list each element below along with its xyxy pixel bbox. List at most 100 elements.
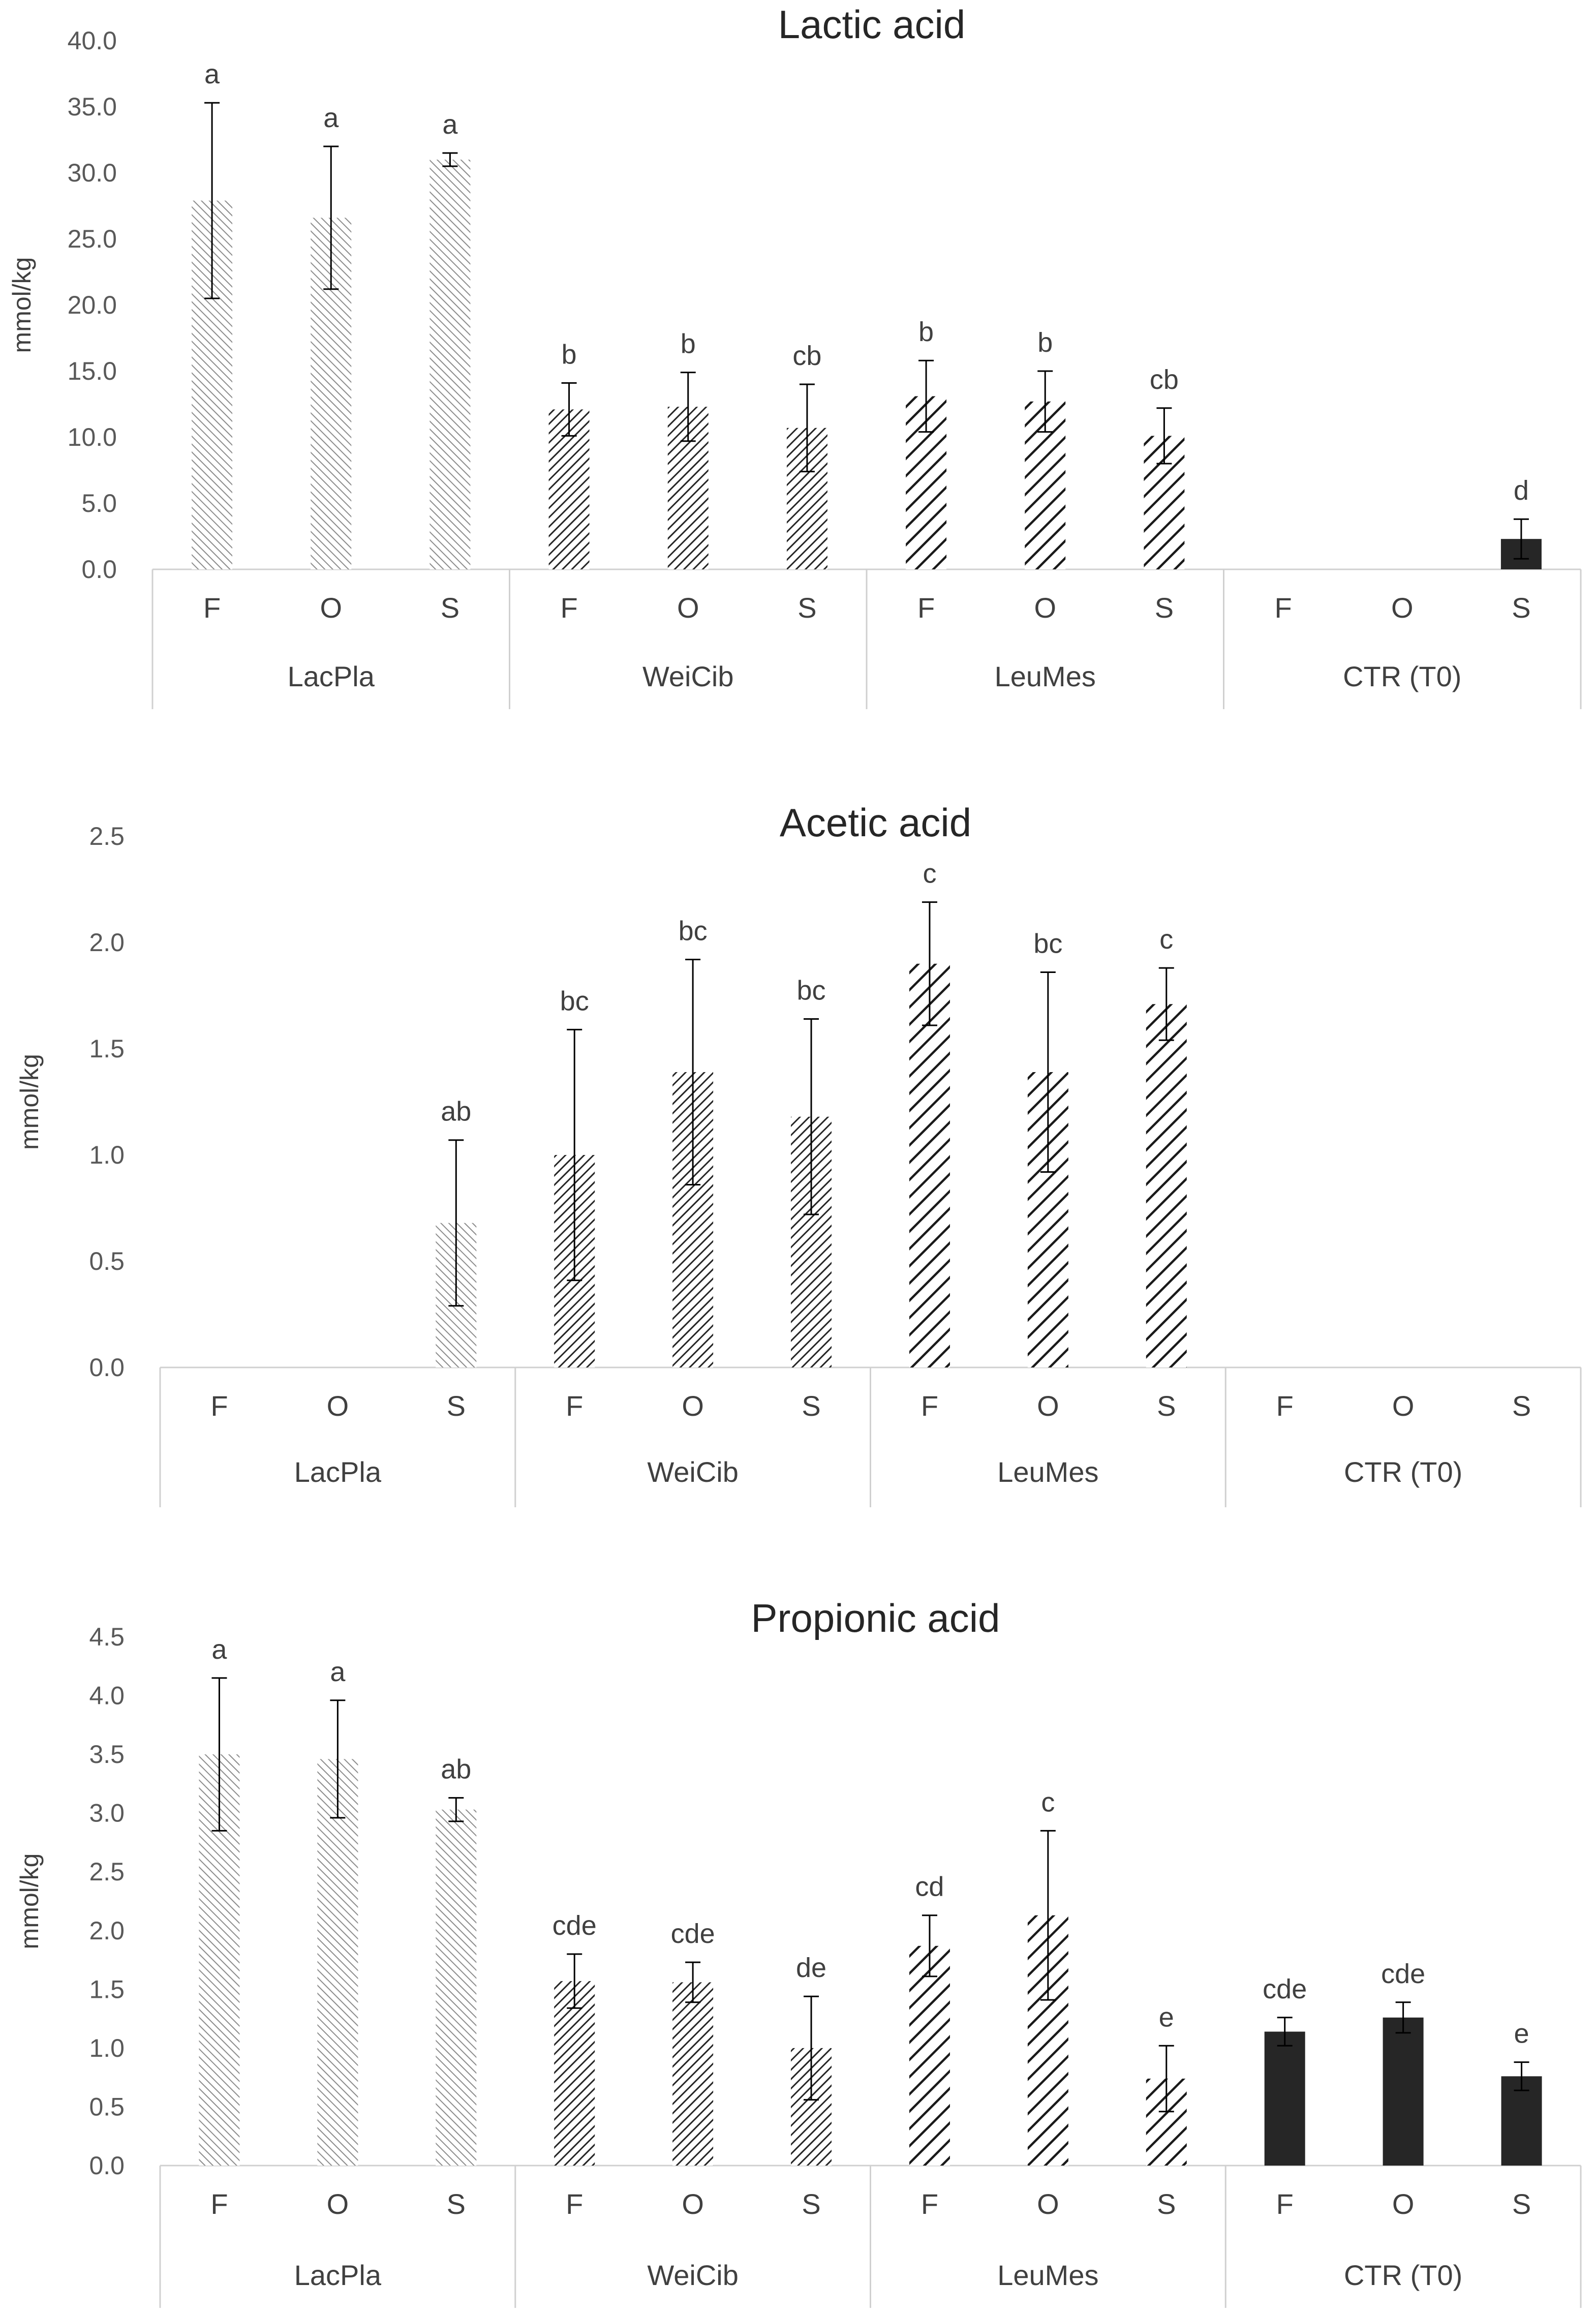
significance-label: cde: [1381, 1959, 1425, 1989]
y-tick-label: 30.0: [68, 159, 117, 187]
category-label: O: [1391, 592, 1414, 624]
chart-title: Propionic acid: [751, 1596, 1000, 1640]
category-label: O: [320, 592, 342, 624]
significance-label: bc: [560, 986, 589, 1016]
category-label: S: [1157, 1390, 1176, 1422]
category-label: F: [921, 1390, 938, 1422]
category-label: S: [447, 1390, 466, 1422]
category-label: O: [327, 2188, 349, 2220]
bar: [429, 160, 471, 569]
significance-label: d: [1514, 475, 1529, 506]
y-axis-label: mmol/kg: [15, 1054, 44, 1150]
group-label: WeiCib: [647, 2259, 738, 2291]
y-tick-label: 2.5: [89, 1858, 125, 1886]
category-label: S: [1157, 2188, 1176, 2220]
category-label: O: [1037, 1390, 1059, 1422]
category-label: S: [447, 2188, 466, 2220]
y-tick-label: 4.5: [89, 1623, 125, 1651]
group-label: WeiCib: [647, 1456, 738, 1488]
significance-label: e: [1514, 2019, 1529, 2049]
bar: [672, 1982, 714, 2166]
category-label: O: [1392, 1390, 1415, 1422]
category-label: F: [1276, 2188, 1294, 2220]
significance-label: ab: [441, 1097, 471, 1127]
bar: [1146, 1004, 1187, 1367]
significance-label: b: [918, 317, 934, 347]
significance-label: c: [1041, 1787, 1055, 1817]
chart-panel-3: Propionic acid mmol/kg 0.0 0.5 1.0 1.5 2.0 2.5 3…: [15, 1596, 1582, 2308]
significance-label: b: [681, 329, 696, 359]
y-axis-label: mmol/kg: [15, 1853, 44, 1950]
category-label: S: [1512, 2188, 1531, 2220]
significance-label: cde: [671, 1919, 715, 1949]
y-tick-label: 2.5: [89, 822, 125, 850]
significance-label: a: [442, 109, 458, 140]
y-tick-label: 0.5: [89, 1247, 125, 1275]
category-label: F: [1276, 1390, 1294, 1422]
significance-label: a: [204, 59, 220, 89]
category-label: O: [1037, 2188, 1059, 2220]
category-label: F: [917, 592, 935, 624]
y-tick-label: 1.0: [89, 2034, 125, 2062]
y-tick-label: 1.5: [89, 1034, 125, 1063]
significance-label: a: [323, 103, 339, 133]
significance-label: bc: [679, 916, 708, 946]
category-label: O: [682, 2188, 704, 2220]
significance-label: e: [1159, 2002, 1174, 2032]
category-label: F: [203, 592, 221, 624]
y-tick-label: 20.0: [68, 291, 117, 319]
significance-label: a: [330, 1657, 346, 1687]
y-tick-label: 25.0: [68, 225, 117, 253]
bar: [317, 1759, 358, 2166]
category-label: F: [210, 1390, 228, 1422]
category-label: F: [560, 592, 577, 624]
category-label: S: [1155, 592, 1174, 624]
y-tick-label: 0.5: [89, 2092, 125, 2121]
category-label: S: [802, 1390, 820, 1422]
category-label: S: [1512, 592, 1530, 624]
bar: [909, 963, 950, 1367]
y-tick-label: 1.0: [89, 1141, 125, 1169]
category-label: F: [566, 2188, 583, 2220]
chart-panel-1: Lactic acid mmol/kg 0.0 5.0 10.0 15.0 20.0 25.0…: [8, 2, 1582, 709]
y-tick-label: 10.0: [68, 423, 117, 451]
y-tick-label: 4.0: [89, 1682, 125, 1710]
significance-label: ab: [441, 1754, 471, 1785]
y-tick-label: 0.0: [81, 555, 117, 584]
significance-label: b: [562, 339, 577, 370]
y-tick-label: 0.0: [89, 2151, 125, 2180]
y-tick-label: 0.0: [89, 1353, 125, 1382]
significance-label: bc: [1033, 929, 1062, 959]
category-label: F: [566, 1390, 583, 1422]
significance-label: c: [923, 859, 936, 889]
category-label: F: [921, 2188, 938, 2220]
category-label: S: [797, 592, 816, 624]
group-label: LeuMes: [995, 660, 1096, 692]
category-label: O: [677, 592, 699, 624]
group-label: LeuMes: [997, 1456, 1098, 1488]
category-label: S: [1512, 1390, 1531, 1422]
category-label: F: [210, 2188, 228, 2220]
significance-label: de: [796, 1953, 826, 1983]
y-tick-label: 15.0: [68, 357, 117, 385]
group-label: CTR (T0): [1344, 2259, 1462, 2291]
y-tick-label: 3.0: [89, 1799, 125, 1828]
group-label: LacPla: [294, 2259, 382, 2291]
y-tick-label: 2.0: [89, 928, 125, 957]
chart-panel-2: Acetic acid mmol/kg 0.0 0.5 1.0 1.5 2.0 2.5 LacP…: [15, 800, 1582, 1507]
category-label: S: [802, 2188, 820, 2220]
bar: [554, 1981, 595, 2166]
category-label: O: [1034, 592, 1056, 624]
group-label: LacPla: [294, 1456, 382, 1488]
y-tick-label: 40.0: [68, 26, 117, 55]
y-tick-label: 2.0: [89, 1916, 125, 1945]
group-label: LacPla: [288, 660, 375, 692]
significance-label: a: [211, 1634, 227, 1665]
significance-label: cb: [792, 341, 821, 371]
y-tick-label: 3.5: [89, 1740, 125, 1769]
group-label: WeiCib: [642, 660, 733, 692]
category-label: F: [1274, 592, 1292, 624]
bar: [909, 1945, 950, 2166]
category-label: O: [327, 1390, 349, 1422]
y-tick-label: 35.0: [68, 93, 117, 121]
